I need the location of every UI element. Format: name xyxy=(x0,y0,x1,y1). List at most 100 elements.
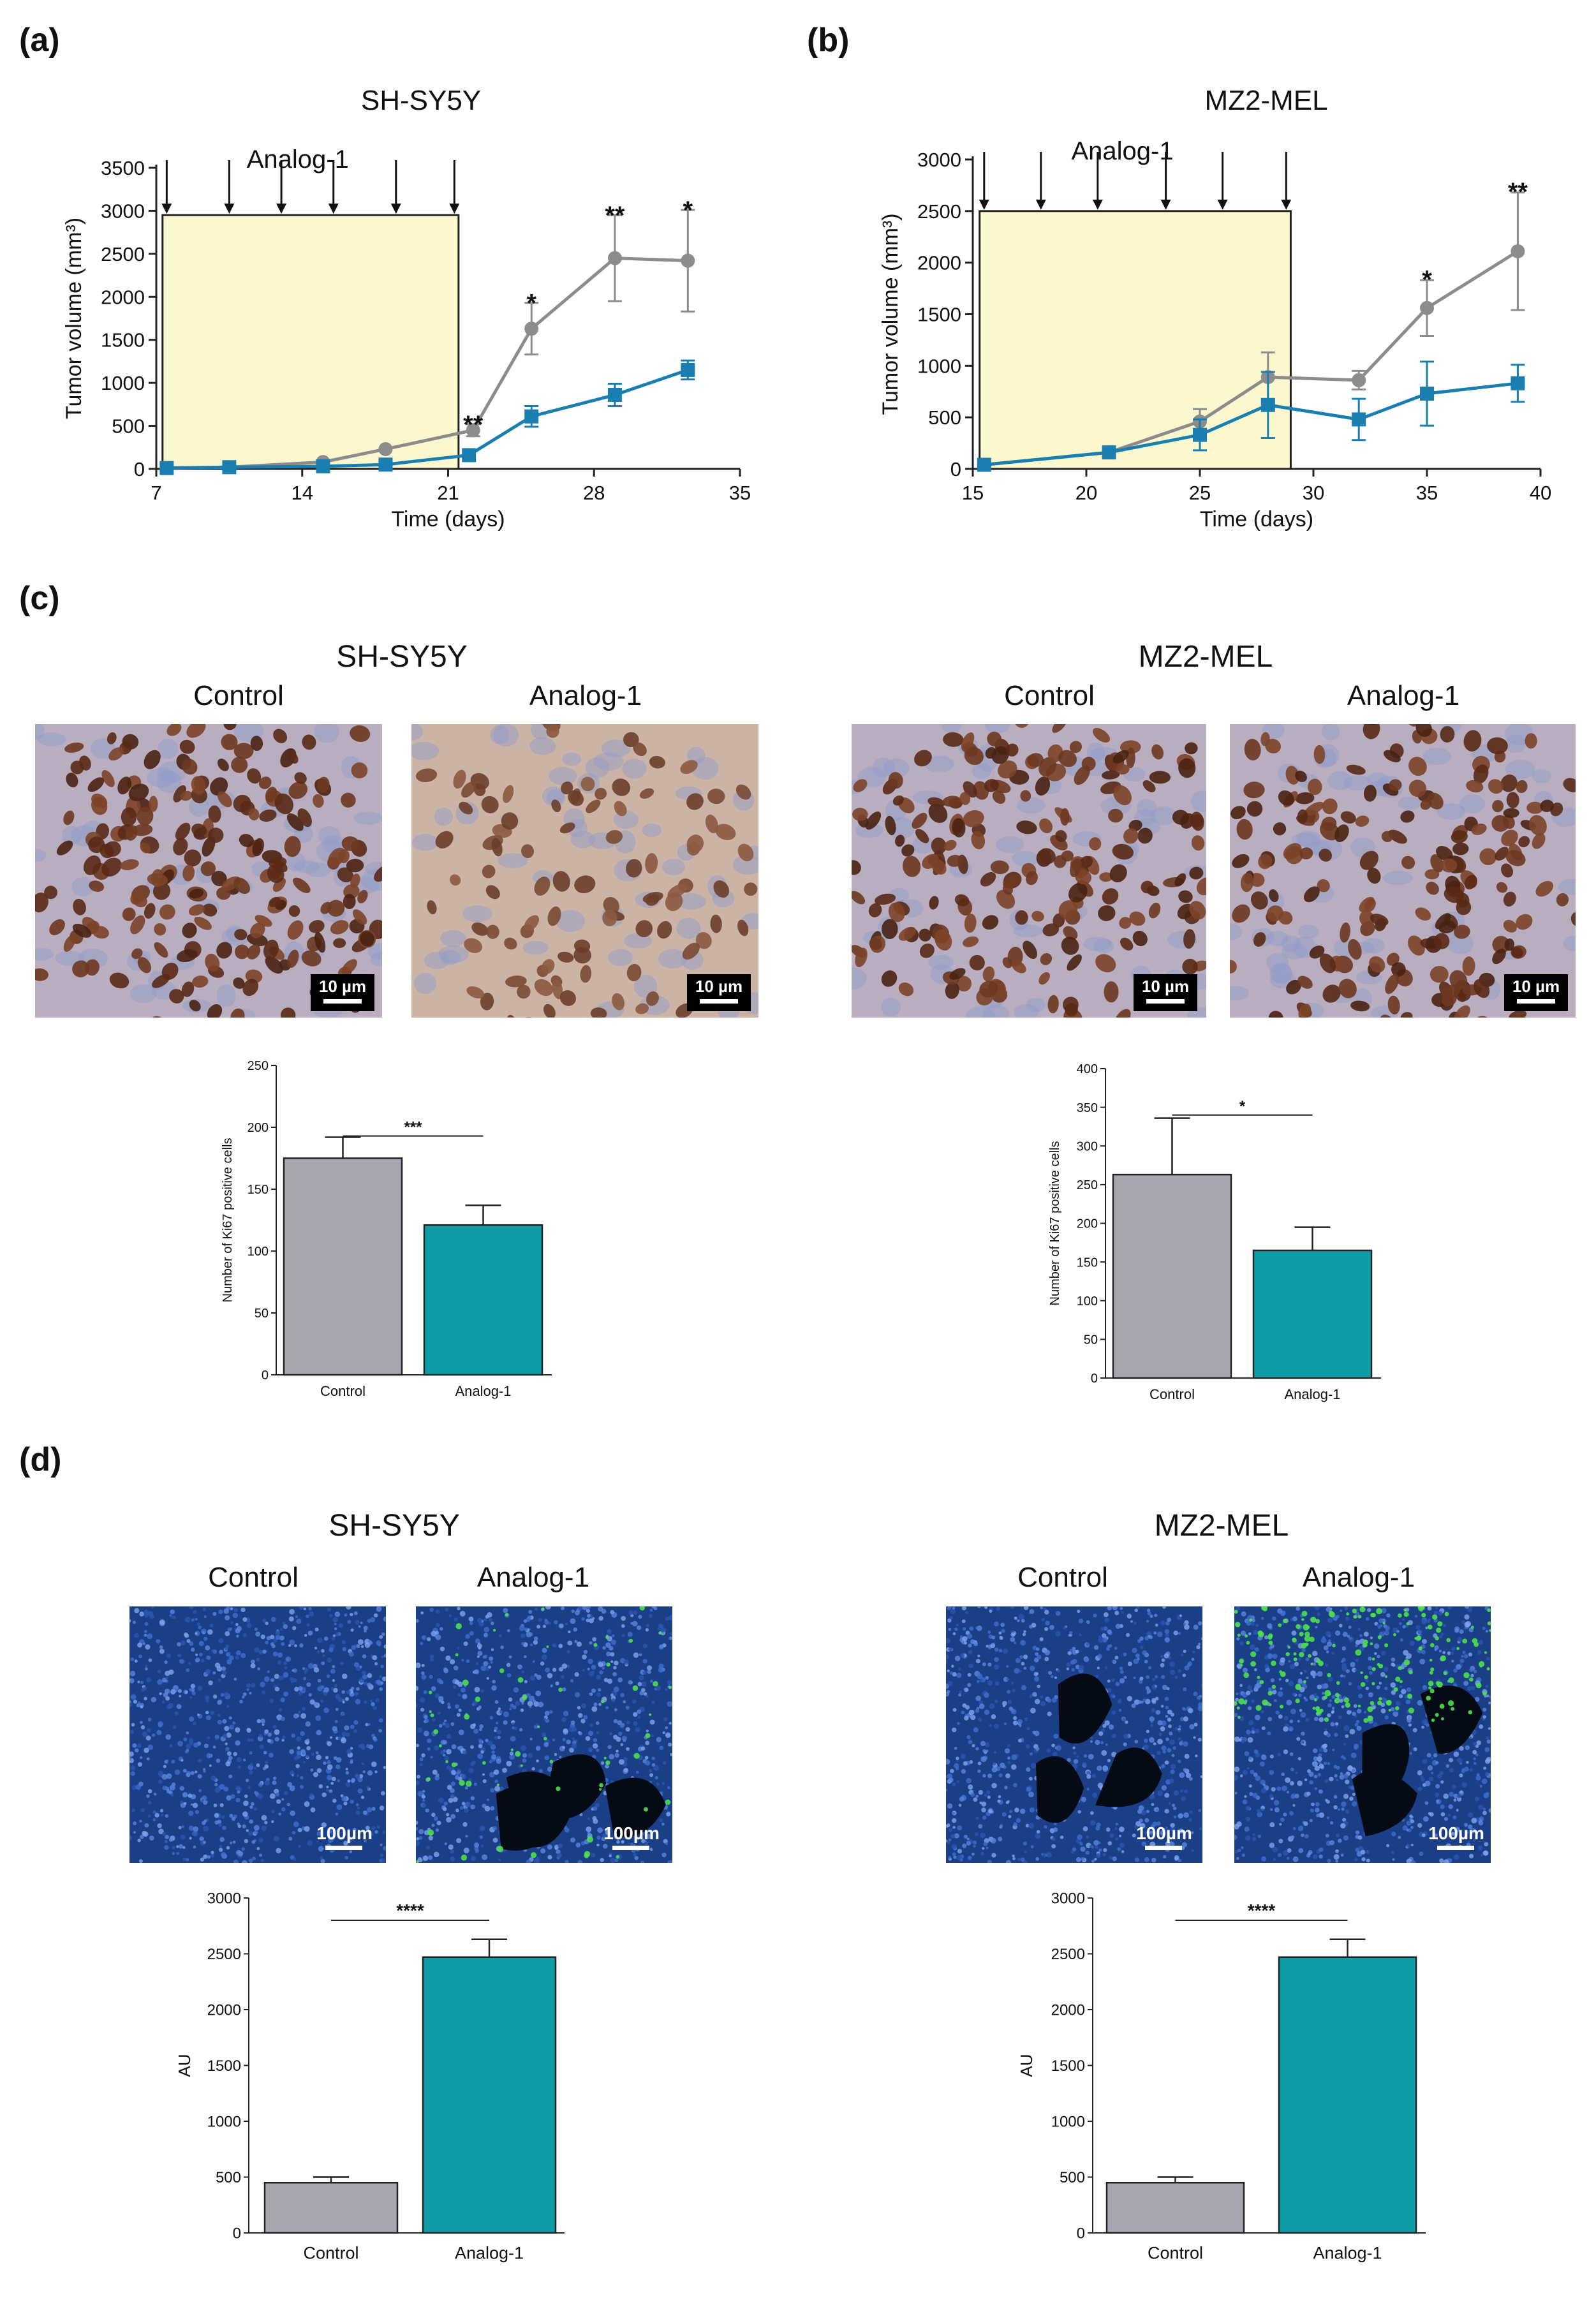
nucleus-dot xyxy=(1269,1842,1275,1848)
nucleus-dot xyxy=(975,1795,979,1798)
nucleus-dot xyxy=(1171,1754,1175,1758)
nucleus-dot xyxy=(1345,1617,1350,1621)
nucleus-dot xyxy=(1247,1685,1252,1691)
nucleus-stain xyxy=(1035,776,1051,796)
nucleus-dot xyxy=(1292,1856,1299,1862)
nucleus-dot xyxy=(189,1716,195,1722)
tissue-void xyxy=(496,1786,565,1851)
green-signal-dot xyxy=(1299,1631,1304,1636)
nucleus-dot xyxy=(1368,1656,1372,1661)
nucleus-dot xyxy=(1174,1726,1179,1731)
nucleus-dot xyxy=(1242,1668,1248,1673)
nucleus-dot xyxy=(1486,1736,1489,1740)
nucleus-dot xyxy=(994,1723,1000,1729)
nucleus-dot xyxy=(443,1801,448,1806)
nucleus-dot xyxy=(198,1652,203,1657)
nucleus-stain xyxy=(231,757,248,773)
nucleus-dot xyxy=(1332,1642,1336,1645)
cell-stain xyxy=(1016,797,1046,814)
nucleus-dot xyxy=(1028,1791,1034,1798)
nucleus-dot xyxy=(1260,1617,1264,1620)
nucleus-dot xyxy=(1484,1606,1489,1610)
nucleus-dot xyxy=(600,1761,605,1765)
cell-stain xyxy=(965,1006,996,1018)
nucleus-stain xyxy=(558,951,574,963)
nucleus-dot xyxy=(635,1770,639,1774)
nucleus-dot xyxy=(1170,1823,1175,1828)
nucleus-dot xyxy=(982,1774,986,1778)
tissue-void xyxy=(605,1777,666,1837)
nucleus-stain xyxy=(1504,938,1514,951)
nucleus-stain xyxy=(181,981,195,997)
nucleus-dot xyxy=(1121,1849,1125,1853)
nucleus-dot xyxy=(1141,1841,1147,1846)
significance-marker: * xyxy=(526,290,536,318)
nucleus-dot xyxy=(1017,1738,1022,1743)
nucleus-dot xyxy=(338,1623,344,1628)
nucleus-dot xyxy=(1269,1822,1275,1828)
nucleus-stain xyxy=(762,856,784,878)
nucleus-dot xyxy=(973,1797,978,1802)
nucleus-dot xyxy=(147,1744,154,1751)
nucleus-stain xyxy=(1102,888,1119,905)
nucleus-dot xyxy=(184,1632,188,1637)
nucleus-dot xyxy=(273,1835,279,1842)
nucleus-dot xyxy=(272,1776,277,1780)
nucleus-stain xyxy=(646,894,660,906)
nucleus-stain xyxy=(330,920,349,935)
nucleus-dot xyxy=(1030,1665,1035,1671)
nucleus-dot xyxy=(1277,1608,1283,1614)
nucleus-dot xyxy=(542,1647,547,1653)
nucleus-dot xyxy=(357,1639,364,1645)
nucleus-dot xyxy=(129,1670,136,1677)
nucleus-dot xyxy=(641,1681,647,1687)
nucleus-dot xyxy=(587,1668,590,1671)
nucleus-dot xyxy=(133,1821,137,1826)
nucleus-dot xyxy=(304,1634,307,1637)
nucleus-dot xyxy=(367,1673,373,1679)
nucleus-dot xyxy=(355,1698,361,1705)
nucleus-dot xyxy=(1001,1629,1005,1633)
nucleus-dot xyxy=(547,1855,552,1860)
nucleus-dot xyxy=(538,1617,543,1622)
nucleus-dot xyxy=(484,1618,487,1622)
nucleus-dot xyxy=(1021,1685,1027,1691)
nucleus-dot xyxy=(350,1628,354,1632)
nucleus-dot xyxy=(1033,1671,1038,1677)
nucleus-dot xyxy=(1167,1717,1172,1722)
nucleus-dot xyxy=(658,1663,664,1669)
nucleus-dot xyxy=(422,1790,425,1793)
tissue-void xyxy=(1058,1673,1112,1744)
nucleus-dot xyxy=(1425,1626,1428,1629)
nucleus-dot xyxy=(990,1837,996,1844)
nucleus-dot xyxy=(1149,1793,1155,1800)
nucleus-dot xyxy=(489,1760,492,1763)
nucleus-dot xyxy=(447,1784,452,1790)
nucleus-stain xyxy=(461,782,476,798)
nucleus-stain xyxy=(1319,849,1332,862)
nucleus-dot xyxy=(1041,1618,1046,1622)
cell-stain xyxy=(1366,772,1389,787)
nucleus-stain xyxy=(1095,954,1116,973)
nucleus-dot xyxy=(272,1724,277,1729)
nucleus-dot xyxy=(176,1851,179,1855)
nucleus-stain xyxy=(852,860,861,875)
cell-stain xyxy=(529,737,556,755)
y-tick-label: 1500 xyxy=(101,329,145,352)
nucleus-dot xyxy=(283,1671,289,1678)
nucleus-dot xyxy=(1290,1708,1296,1715)
nucleus-dot xyxy=(480,1844,484,1848)
nucleus-dot xyxy=(1110,1693,1115,1698)
nucleus-dot xyxy=(1157,1790,1163,1797)
nucleus-dot xyxy=(558,1643,563,1649)
nucleus-dot xyxy=(1443,1793,1449,1799)
nucleus-dot xyxy=(230,1724,235,1728)
nucleus-stain xyxy=(957,690,975,706)
nucleus-dot xyxy=(1271,1689,1277,1695)
nucleus-dot xyxy=(382,1830,386,1834)
nucleus-dot xyxy=(1474,1696,1480,1702)
nucleus-dot xyxy=(948,1647,952,1652)
nucleus-stain xyxy=(117,776,131,795)
nucleus-dot xyxy=(503,1608,508,1613)
nucleus-dot xyxy=(130,1765,136,1771)
